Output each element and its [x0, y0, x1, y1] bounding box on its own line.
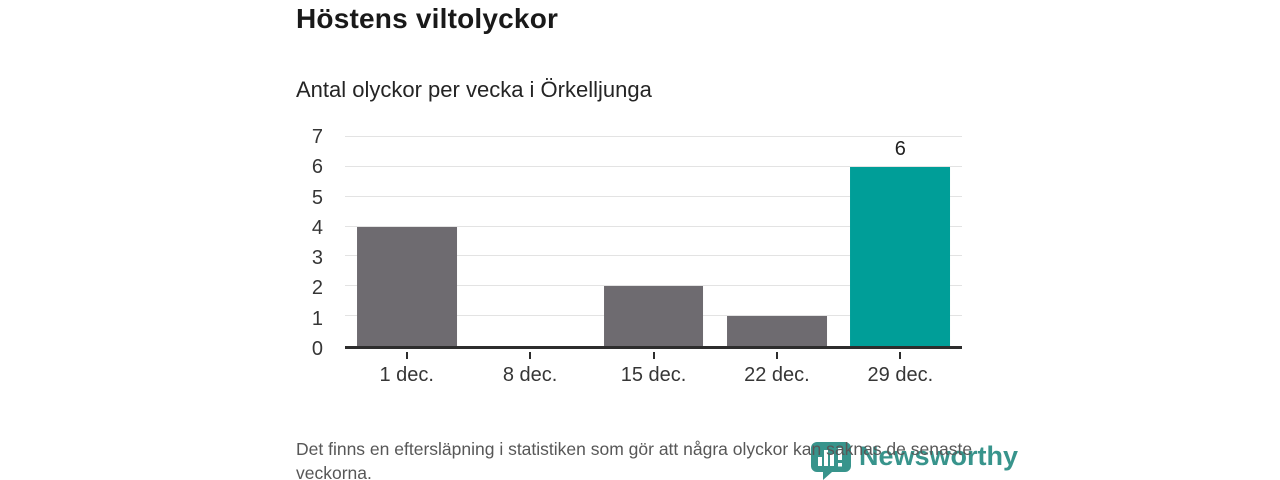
x-tick: 15 dec.	[592, 352, 715, 387]
y-tick-label: 1	[311, 307, 323, 330]
y-tick-label: 4	[311, 216, 323, 239]
x-tick-label: 22 dec.	[744, 364, 810, 386]
x-tick-label: 15 dec.	[620, 364, 687, 386]
bar[interactable]	[850, 166, 951, 346]
x-tick: 1 dec.	[345, 352, 468, 387]
newsworthy-bubble-barchart-icon	[810, 441, 852, 480]
tick-mark	[529, 352, 532, 359]
bar-slot	[715, 137, 838, 346]
bar-slot	[468, 137, 591, 346]
gridline	[345, 195, 962, 197]
gridline	[345, 165, 962, 167]
bar[interactable]	[603, 286, 704, 346]
tick-mark	[405, 352, 408, 359]
y-tick-label: 6	[311, 156, 323, 179]
plot-area: 6	[345, 136, 962, 349]
newsworthy-wordmark: Newsworthy	[859, 441, 1019, 471]
y-tick-label: 3	[311, 247, 323, 270]
bar-slot	[592, 137, 715, 346]
y-tick-label: 7	[311, 126, 323, 148]
x-axis-labels: 1 dec. 8 dec. 15 dec. 22 dec. 29 dec.	[345, 352, 962, 387]
tick-mark	[899, 352, 902, 359]
y-tick-label: 5	[311, 186, 323, 209]
x-tick: 29 dec.	[839, 352, 962, 387]
gridline	[345, 285, 962, 287]
gridline	[345, 255, 962, 257]
tick-mark	[775, 352, 778, 359]
chart-subtitle: Antal olyckor per vecka i Örkelljunga	[296, 77, 652, 102]
bar-slot: 6	[839, 137, 962, 346]
bars-row: 6	[345, 137, 962, 346]
y-tick-label: 2	[311, 277, 323, 300]
bar[interactable]	[356, 226, 457, 346]
x-tick: 8 dec.	[468, 352, 591, 387]
x-tick: 22 dec.	[715, 352, 838, 387]
gridline	[345, 225, 962, 227]
bar-value-label: 6	[894, 137, 906, 160]
y-axis-labels: 0 1 2 3 4 5 6 7	[250, 127, 335, 359]
x-tick-label: 8 dec.	[502, 364, 558, 386]
x-tick-label: 29 dec.	[867, 364, 934, 386]
bar-slot	[345, 137, 468, 346]
footnote: Det finns en eftersläpning i statistiken…	[296, 439, 973, 480]
bar[interactable]	[726, 316, 827, 346]
y-tick-label: 0	[311, 338, 323, 360]
newsworthy-logo[interactable]: Newsworthy	[810, 441, 1018, 480]
tick-mark	[652, 352, 655, 359]
x-tick-label: 1 dec.	[379, 364, 434, 386]
chart-title: Höstens viltolyckor	[296, 3, 559, 34]
gridline	[345, 136, 962, 137]
